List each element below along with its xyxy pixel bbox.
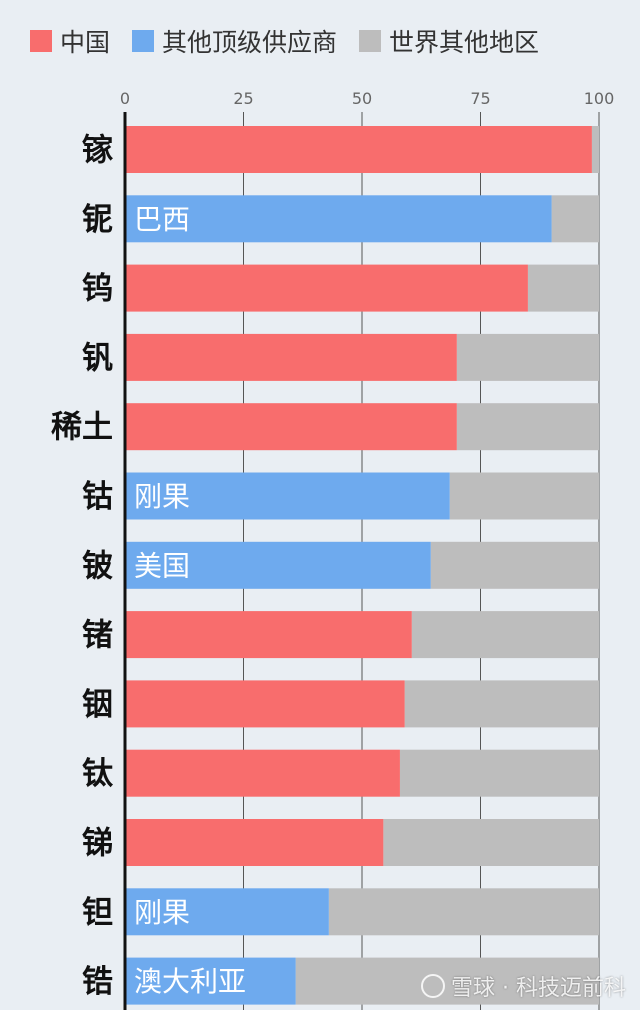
category-label-5: 钴 [82,479,113,515]
bar-rest-0 [591,126,599,173]
chart-legend: 中国 其他顶级供应商 世界其他地区 [30,22,561,60]
bar-top-9 [125,749,400,797]
x-tick-label-25: 25 [233,89,253,108]
bar-top-5 [125,472,450,520]
category-label-7: 锗 [82,618,113,654]
supplier-label-12: 澳大利亚 [134,965,246,998]
bar-rest-5 [449,472,599,520]
bar-top-1 [125,195,552,243]
category-label-4: 稀土 [51,410,113,446]
legend-label-rest-of-world: 世界其他地区 [389,28,540,57]
bar-top-11 [125,888,329,936]
bar-top-4 [125,403,457,451]
watermark-logo-icon [421,974,446,998]
legend-swatch-china [30,30,52,52]
category-label-0: 镓 [82,133,114,169]
bar-top-3 [125,333,457,381]
legend-item-rest-of-world: 世界其他地区 [359,23,539,59]
category-label-11: 钽 [82,895,113,931]
bar-rest-9 [399,749,599,797]
supplier-label-1: 巴西 [134,203,190,236]
bar-rest-4 [456,403,599,451]
bar-rest-1 [551,195,599,243]
x-tick-label-100: 100 [584,89,615,108]
bar-rest-2 [527,264,599,312]
supplier-label-11: 刚果 [134,896,190,929]
bar-top-12 [125,957,296,1005]
category-label-1: 铌 [82,202,113,238]
bar-rest-8 [404,680,599,728]
category-label-3: 钒 [82,340,113,376]
bar-top-10 [125,819,384,866]
bar-top-2 [125,264,528,312]
legend-swatch-other-top-suppliers [132,30,155,52]
bar-rest-12 [295,957,599,1005]
bar-rest-6 [430,541,599,589]
x-tick-label-75: 75 [470,89,490,108]
category-label-2: 钨 [82,271,113,307]
bar-top-6 [125,541,431,589]
bar-rest-11 [328,888,599,936]
supplier-label-6: 美国 [134,549,190,582]
bar-top-0 [125,126,592,173]
bar-top-8 [125,680,405,728]
legend-label-other-top-suppliers: 其他顶级供应商 [162,28,338,57]
category-label-8: 铟 [82,687,113,723]
x-tick-label-0: 0 [120,89,130,108]
watermark: 雪球 · 科技迈前科 [421,970,626,1002]
bar-rest-3 [456,333,599,381]
category-label-6: 铍 [82,548,113,584]
legend-item-china: 中国 [30,23,110,59]
legend-item-other-top-suppliers: 其他顶级供应商 [132,23,337,59]
category-label-10: 锑 [82,826,113,862]
bar-top-7 [125,611,412,659]
bar-rest-10 [383,819,599,866]
category-label-12: 锆 [82,964,113,1000]
watermark-text: 雪球 · 科技迈前科 [451,976,626,1001]
category-label-9: 钛 [82,756,114,792]
legend-label-china: 中国 [60,28,111,57]
bar-rest-7 [411,611,599,659]
legend-swatch-rest-of-world [359,30,382,52]
supplier-label-5: 刚果 [134,480,190,513]
x-tick-label-50: 50 [352,89,372,108]
